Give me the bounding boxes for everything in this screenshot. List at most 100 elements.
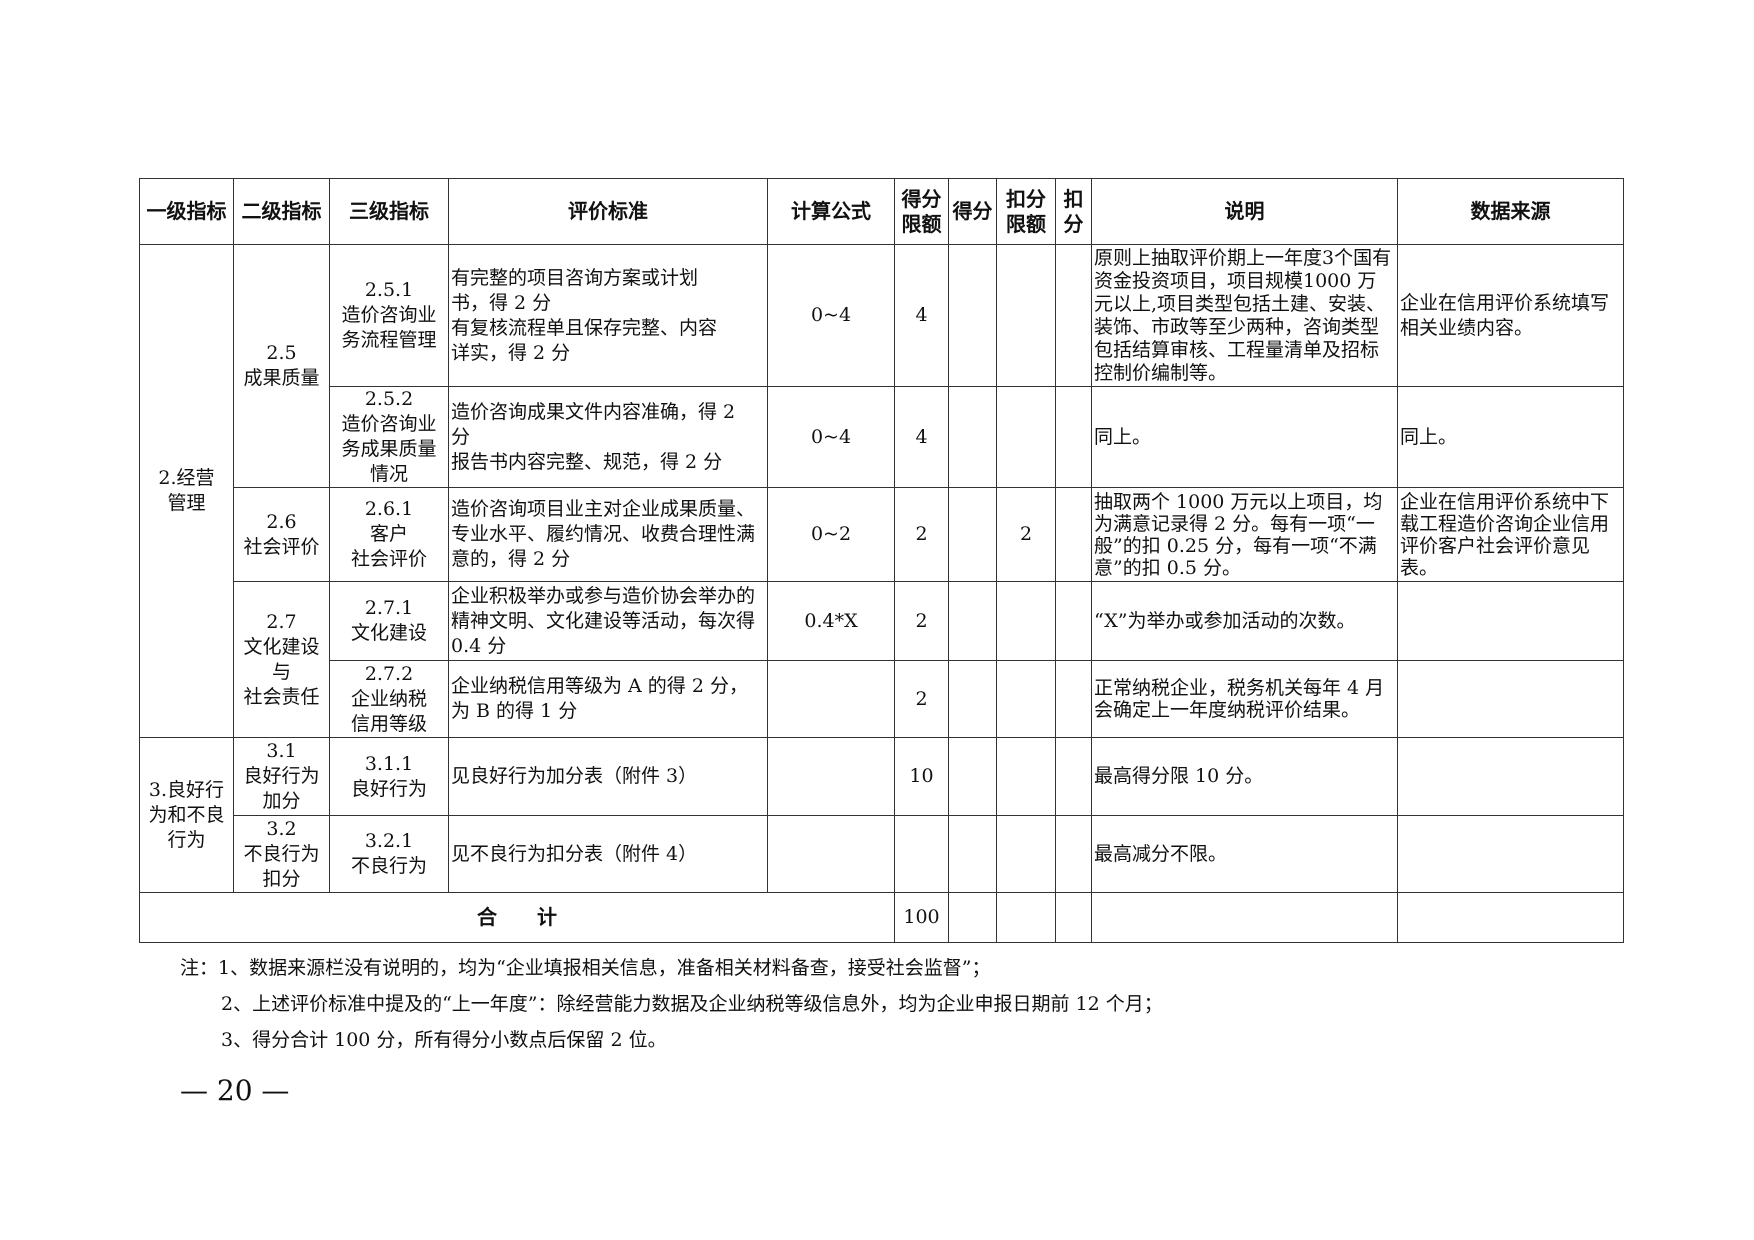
- level1-cell: 3.良好行 为和不良 行为: [139, 737, 234, 893]
- source-cell: [1397, 815, 1624, 893]
- score-cell: [948, 244, 997, 387]
- source-cell: 企业在信用评价系统中下载工程造价咨询企业信用评价客户社会评价意见表。: [1397, 487, 1624, 582]
- score-cell: [948, 386, 997, 488]
- level1-cell: 2.经营 管理: [139, 244, 234, 738]
- deduct-cell: [1055, 487, 1092, 582]
- header-deduct: 扣 分: [1055, 178, 1092, 245]
- score-cell: [948, 737, 997, 816]
- formula-cell: [767, 660, 895, 738]
- criteria-cell: 造价咨询成果文件内容准确，得 2 分 报告书内容完整、规范，得 2 分: [448, 386, 768, 488]
- header-level2: 二级指标: [233, 178, 330, 245]
- deduct-limit-cell: 2: [996, 487, 1056, 582]
- criteria-cell: 企业纳税信用等级为 A 的得 2 分，为 B 的得 1 分: [448, 660, 768, 738]
- note-cell: 正常纳税企业，税务机关每年 4 月会确定上一年度纳税评价结果。: [1091, 660, 1398, 738]
- header-level3: 三级指标: [329, 178, 449, 245]
- table-row: 2.6 社会评价 2.6.1 客户 社会评价 造价咨询项目业主对企业成果质量、专…: [140, 487, 1624, 582]
- header-note: 说明: [1091, 178, 1398, 245]
- total-row: 合 计 100: [139, 892, 1624, 943]
- level3-cell: 2.7.1 文化建设: [329, 581, 449, 661]
- total-score: [948, 892, 997, 943]
- limit-cell: [894, 815, 949, 893]
- formula-cell: [767, 737, 895, 816]
- level2-cell: 3.1 良好行为 加分: [233, 737, 330, 816]
- table-row: 3.良好行 为和不良 行为 3.1 良好行为 加分 3.1.1 良好行为 见良好…: [139, 737, 1624, 893]
- header-row: 一级指标 二级指标 三级指标 评价标准 计算公式 得分 限额 得分 扣分 限额 …: [139, 178, 1624, 245]
- deduct-cell: [1055, 815, 1092, 893]
- deduct-cell: [1055, 244, 1092, 387]
- page-number: — 20 —: [180, 1074, 290, 1107]
- header-score: 得分: [948, 178, 997, 245]
- criteria-cell: 见良好行为加分表（附件 3）: [448, 737, 768, 816]
- source-cell: 企业在信用评价系统填写相关业绩内容。: [1397, 244, 1624, 387]
- score-cell: [948, 487, 997, 582]
- total-deduct-limit: [996, 892, 1056, 943]
- level3-cell: 3.1.1 良好行为: [329, 737, 449, 816]
- limit-cell: 10: [894, 737, 949, 816]
- table-row: 2.经营 管理 2.5 成果质量 2.5.1 造价咨询业 务流程管理 有完整的项…: [139, 244, 1624, 738]
- level3-cell: 2.6.1 客户 社会评价: [329, 487, 449, 582]
- note-cell: 最高减分不限。: [1091, 815, 1398, 893]
- header-deduct-limit: 扣分 限额: [996, 178, 1056, 245]
- table-row: 2.7.2 企业纳税 信用等级 企业纳税信用等级为 A 的得 2 分，为 B 的…: [140, 660, 1624, 738]
- footnotes: 注：1、数据来源栏没有说明的，均为“企业填报相关信息，准备相关材料备查，接受社会…: [180, 950, 1163, 1058]
- total-label: 合 计: [139, 892, 895, 943]
- header-level1: 一级指标: [139, 178, 234, 245]
- criteria-cell: 有完整的项目咨询方案或计划 书，得 2 分 有复核流程单且保存完整、内容 详实，…: [448, 244, 768, 387]
- source-cell: [1397, 737, 1624, 816]
- source-cell: 同上。: [1397, 386, 1624, 488]
- limit-cell: 2: [894, 660, 949, 738]
- limit-cell: 4: [894, 386, 949, 488]
- total-deduct: [1055, 892, 1092, 943]
- deduct-cell: [1055, 737, 1092, 816]
- footnote-1: 注：1、数据来源栏没有说明的，均为“企业填报相关信息，准备相关材料备查，接受社会…: [180, 957, 991, 979]
- deduct-cell: [1055, 660, 1092, 738]
- table-row: 2.5.2 造价咨询业 务成果质量 情况 造价咨询成果文件内容准确，得 2 分 …: [140, 386, 1624, 488]
- criteria-cell: 造价咨询项目业主对企业成果质量、专业水平、履约情况、收费合理性满意的，得 2 分: [448, 487, 768, 582]
- table-row: 3.2 不良行为 扣分 3.2.1 不良行为 见不良行为扣分表（附件 4） 最高…: [140, 815, 1624, 893]
- footnote-3: 3、得分合计 100 分，所有得分小数点后保留 2 位。: [221, 1029, 667, 1051]
- deduct-limit-cell: [996, 737, 1056, 816]
- deduct-limit-cell: [996, 386, 1056, 488]
- level2-cell: 2.6 社会评价: [233, 487, 330, 582]
- formula-cell: [767, 815, 895, 893]
- formula-cell: 0~2: [767, 487, 895, 582]
- note-cell: “X”为举办或参加活动的次数。: [1091, 581, 1398, 661]
- footnote-2: 2、上述评价标准中提及的“上一年度”：除经营能力数据及企业纳税等级信息外，均为企…: [221, 993, 1163, 1015]
- level3-cell: 2.5.2 造价咨询业 务成果质量 情况: [329, 386, 449, 488]
- deduct-limit-cell: [996, 244, 1056, 387]
- level3-cell: 2.5.1 造价咨询业 务流程管理: [329, 244, 449, 387]
- deduct-limit-cell: [996, 660, 1056, 738]
- note-cell: 原则上抽取评价期上一年度3个国有资金投资项目，项目规模1000 万元以上,项目类…: [1091, 244, 1398, 387]
- criteria-cell: 见不良行为扣分表（附件 4）: [448, 815, 768, 893]
- score-cell: [948, 660, 997, 738]
- header-formula: 计算公式: [767, 178, 895, 245]
- total-limit: 100: [894, 892, 949, 943]
- formula-cell: 0~4: [767, 386, 895, 488]
- note-cell: 同上。: [1091, 386, 1398, 488]
- header-score-limit: 得分 限额: [894, 178, 949, 245]
- level3-cell: 3.2.1 不良行为: [329, 815, 449, 893]
- source-cell: [1397, 660, 1624, 738]
- formula-cell: 0~4: [767, 244, 895, 387]
- limit-cell: 2: [894, 581, 949, 661]
- table-row: 2.7 文化建设 与 社会责任 2.7.1 文化建设 企业积极举办或参与造价协会…: [140, 581, 1624, 738]
- limit-cell: 4: [894, 244, 949, 387]
- deduct-limit-cell: [996, 815, 1056, 893]
- note-cell: 最高得分限 10 分。: [1091, 737, 1398, 816]
- level2-cell: 3.2 不良行为 扣分: [233, 815, 330, 893]
- level2-cell: 2.7 文化建设 与 社会责任: [233, 581, 330, 738]
- deduct-cell: [1055, 581, 1092, 661]
- header-criteria: 评价标准: [448, 178, 768, 245]
- score-cell: [948, 815, 997, 893]
- criteria-cell: 企业积极举办或参与造价协会举办的精神文明、文化建设等活动，每次得 0.4 分: [448, 581, 768, 661]
- note-cell: 抽取两个 1000 万元以上项目，均为满意记录得 2 分。每有一项“一般”的扣 …: [1091, 487, 1398, 582]
- formula-cell: 0.4*X: [767, 581, 895, 661]
- total-source: [1397, 892, 1624, 943]
- limit-cell: 2: [894, 487, 949, 582]
- level3-cell: 2.7.2 企业纳税 信用等级: [329, 660, 449, 738]
- total-note: [1091, 892, 1398, 943]
- level2-cell: 2.5 成果质量: [233, 244, 330, 488]
- deduct-cell: [1055, 386, 1092, 488]
- deduct-limit-cell: [996, 581, 1056, 661]
- source-cell: [1397, 581, 1624, 661]
